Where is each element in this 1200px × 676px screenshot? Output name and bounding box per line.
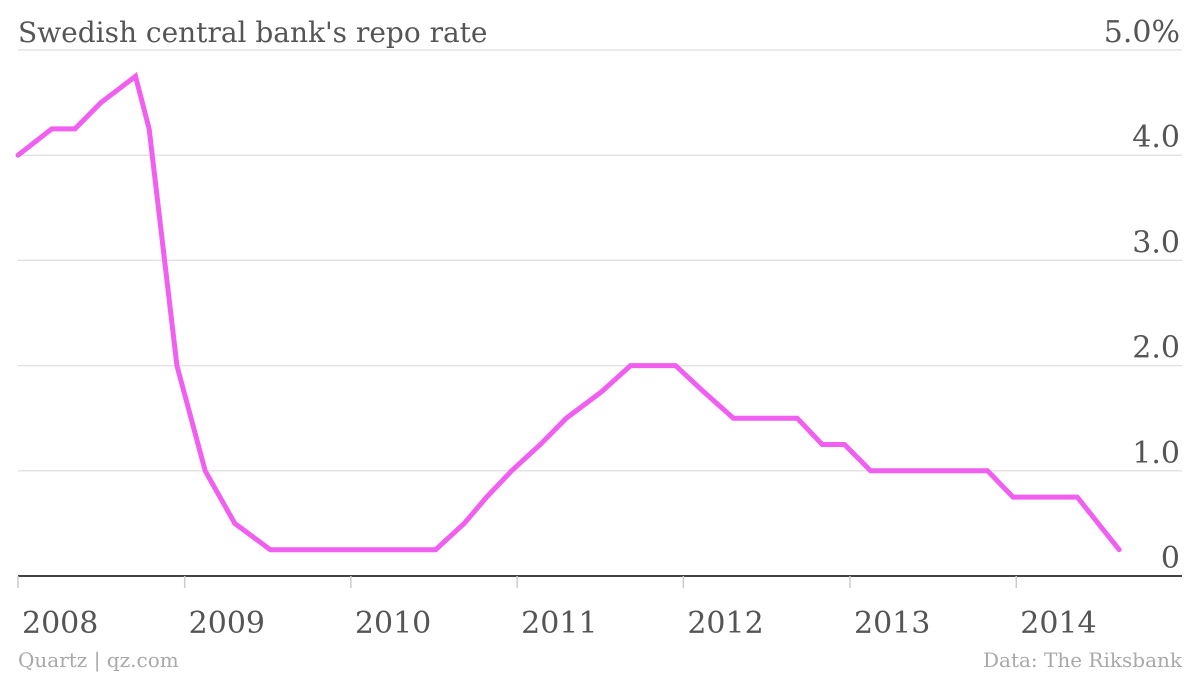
y-tick-label: 4.0 bbox=[1132, 120, 1180, 155]
series-layer bbox=[12, 70, 1125, 556]
footer-source-left[interactable]: Quartz | qz.com bbox=[18, 648, 179, 673]
data-point[interactable] bbox=[481, 491, 493, 503]
data-point[interactable] bbox=[129, 70, 141, 82]
data-point[interactable] bbox=[95, 97, 107, 109]
data-point[interactable] bbox=[171, 360, 183, 372]
x-tick-label: 2012 bbox=[687, 606, 763, 641]
data-point[interactable] bbox=[670, 360, 682, 372]
data-point[interactable] bbox=[560, 412, 572, 424]
x-tick-label: 2010 bbox=[355, 606, 431, 641]
x-tick-label: 2014 bbox=[1020, 606, 1096, 641]
data-point[interactable] bbox=[458, 517, 470, 529]
series-line-0 bbox=[15, 72, 1122, 553]
data-point[interactable] bbox=[534, 439, 546, 451]
x-tick-label: 2009 bbox=[189, 606, 265, 641]
y-tick-label: 5.0% bbox=[1104, 15, 1180, 50]
footer-source-right: Data: The Riksbank bbox=[983, 648, 1183, 672]
data-point[interactable] bbox=[982, 465, 994, 477]
data-point[interactable] bbox=[69, 123, 81, 135]
x-axis-labels: 2008 2009 2010 2011 2012 2013 2014 bbox=[22, 606, 1097, 641]
data-point[interactable] bbox=[698, 386, 710, 398]
data-point[interactable] bbox=[229, 517, 241, 529]
data-point[interactable] bbox=[625, 360, 637, 372]
data-point[interactable] bbox=[264, 544, 276, 556]
y-axis-labels: 5.0% 4.0 3.0 2.0 1.0 0 bbox=[1104, 15, 1180, 576]
data-point[interactable] bbox=[791, 412, 803, 424]
x-tick-label: 2013 bbox=[854, 606, 930, 641]
data-point[interactable] bbox=[430, 544, 442, 556]
data-point[interactable] bbox=[816, 439, 828, 451]
y-tick-label: 1.0 bbox=[1132, 436, 1180, 471]
data-point[interactable] bbox=[839, 439, 851, 451]
chart-title: Swedish central bank's repo rate bbox=[18, 16, 488, 49]
data-point[interactable] bbox=[46, 123, 58, 135]
data-point[interactable] bbox=[199, 465, 211, 477]
x-tick-label: 2011 bbox=[521, 606, 597, 641]
data-point[interactable] bbox=[1071, 491, 1083, 503]
data-point[interactable] bbox=[143, 123, 155, 135]
data-point[interactable] bbox=[595, 386, 607, 398]
x-tick-label: 2008 bbox=[22, 606, 98, 641]
data-point[interactable] bbox=[506, 465, 518, 477]
y-tick-label: 0 bbox=[1161, 541, 1180, 576]
data-point[interactable] bbox=[1007, 491, 1019, 503]
x-axis bbox=[17, 575, 1182, 588]
y-tick-label: 2.0 bbox=[1132, 331, 1180, 366]
data-point[interactable] bbox=[12, 149, 24, 161]
data-point[interactable] bbox=[727, 412, 739, 424]
gridlines bbox=[18, 49, 1182, 472]
data-point[interactable] bbox=[1113, 544, 1125, 556]
data-point[interactable] bbox=[865, 465, 877, 477]
y-tick-label: 3.0 bbox=[1132, 225, 1180, 260]
